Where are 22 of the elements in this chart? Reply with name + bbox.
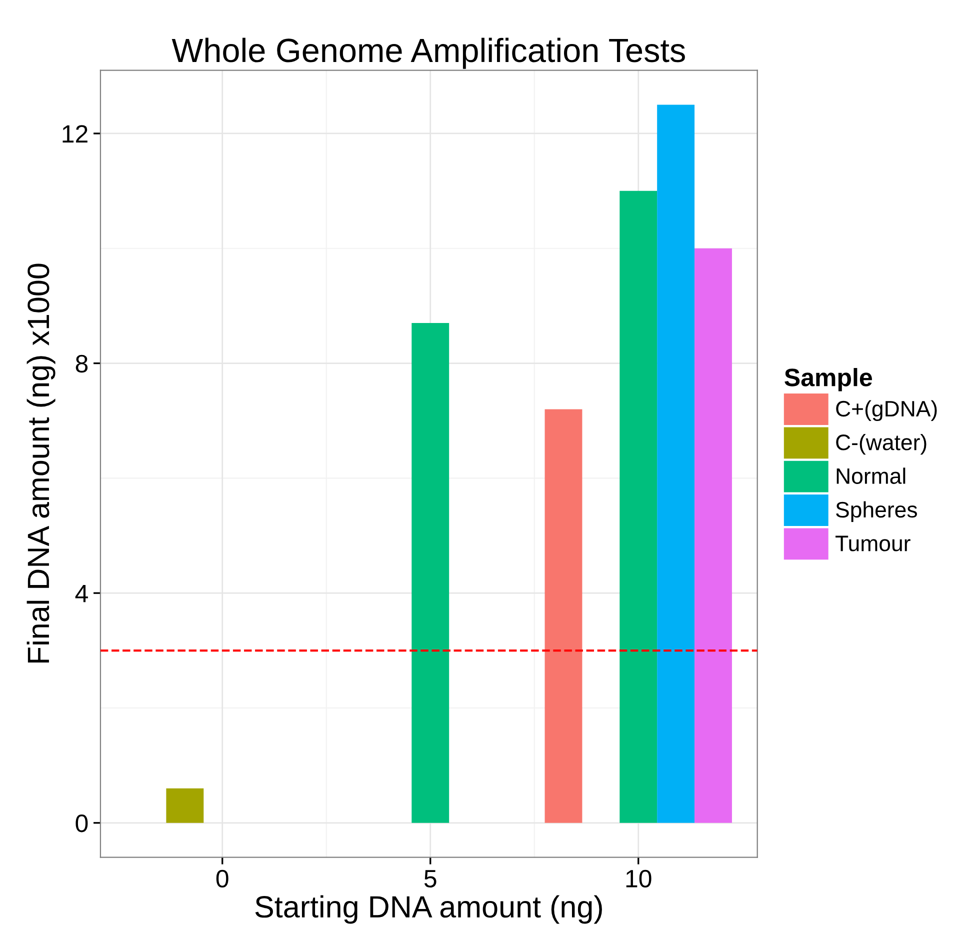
bar xyxy=(694,248,732,823)
bar xyxy=(412,323,450,823)
bar xyxy=(620,190,658,823)
y-tick-label: 8 xyxy=(76,354,88,373)
legend-title: Sample xyxy=(784,368,872,392)
legend-label: C-(water) xyxy=(836,434,926,455)
y-tick-label: 4 xyxy=(75,584,88,602)
legend-label: Normal xyxy=(836,468,906,484)
y-axis-title: Final DNA amount (ng) x1000 xyxy=(26,264,56,663)
y-tick-label: 12 xyxy=(62,125,88,143)
x-axis-title: Starting DNA amount (ng) xyxy=(255,895,602,924)
x-tick-label: 10 xyxy=(626,870,652,888)
bar xyxy=(657,104,695,823)
x-tick-label: 5 xyxy=(424,870,436,888)
legend-label: C+(gDNA) xyxy=(836,400,937,422)
bar xyxy=(544,409,582,823)
legend-label: Spheres xyxy=(836,501,917,522)
chart-title: Whole Genome Amplification Tests xyxy=(172,38,685,69)
legend-label: Tumour xyxy=(836,536,910,552)
x-tick-label: 0 xyxy=(216,870,228,888)
y-tick-label: 0 xyxy=(76,814,88,832)
bar xyxy=(166,788,204,823)
